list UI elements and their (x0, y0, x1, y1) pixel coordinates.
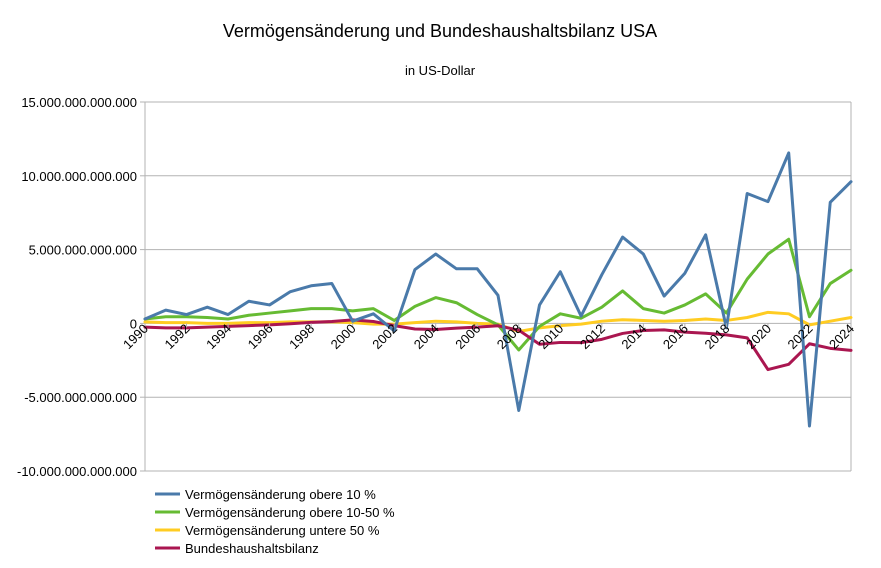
legend-label: Vermögensänderung obere 10 % (185, 487, 376, 502)
x-tick-label: 2000 (328, 321, 359, 352)
legend-label: Vermögensänderung obere 10-50 % (185, 505, 395, 520)
y-axis: 15.000.000.000.000 10.000.000.000.000 5.00… (17, 95, 145, 479)
x-tick-label: 2016 (660, 321, 691, 352)
x-tick-label: 2004 (411, 321, 442, 352)
legend: Vermögensänderung obere 10 % Vermögensänd… (155, 487, 395, 556)
chart-title: Vermögensänderung und Bundeshaushaltsbil… (223, 21, 657, 41)
series-line (143, 151, 853, 428)
x-tick-label: 1990 (120, 321, 151, 352)
x-tick-label: 2024 (826, 321, 857, 352)
x-tick-label: 2014 (618, 321, 649, 352)
legend-label: Bundeshaushaltsbilanz (185, 541, 319, 556)
y-tick-label: 10.000.000.000.000 (21, 169, 137, 184)
gridlines (144, 101, 852, 472)
y-tick-label: 5.000.000.000.000 (29, 243, 137, 258)
x-tick-label: 1992 (162, 321, 193, 352)
y-tick-label: -10.000.000.000.000 (17, 464, 137, 479)
plot-area (143, 151, 853, 428)
x-tick-label: 1998 (286, 321, 317, 352)
series-line (143, 318, 853, 372)
chart-subtitle: in US-Dollar (405, 63, 476, 78)
y-tick-label: 15.000.000.000.000 (21, 95, 137, 110)
y-tick-label: -5.000.000.000.000 (24, 390, 137, 405)
y-tick-label: 0 (130, 316, 137, 331)
x-tick-label: 2020 (743, 321, 774, 352)
legend-label: Vermögensänderung untere 50 % (185, 523, 380, 538)
